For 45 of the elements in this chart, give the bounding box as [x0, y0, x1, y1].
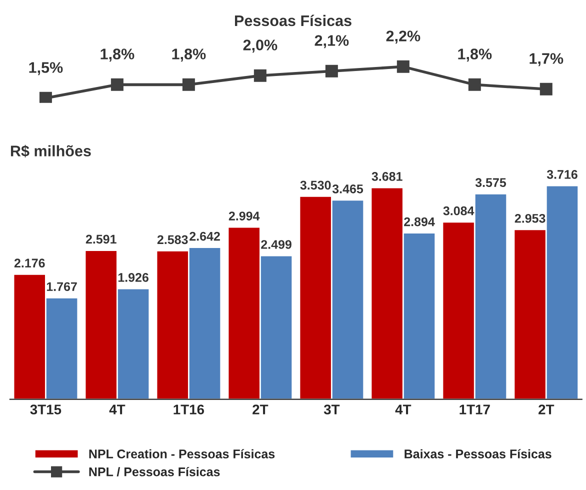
- x-tick-label: 1T16: [174, 404, 204, 414]
- data-label: 1,7%: [530, 53, 564, 66]
- legend-label: NPL / Pessoas Físicas: [89, 466, 220, 476]
- x-tick-label: 3T: [324, 404, 340, 414]
- point: [39, 92, 52, 103]
- point: [325, 64, 338, 78]
- point: [468, 78, 481, 91]
- data-label: 2,0%: [243, 40, 278, 53]
- data-label: 3.681: [372, 172, 402, 181]
- x-tick-label: 4T: [109, 404, 126, 414]
- data-label: 1.767: [46, 282, 77, 292]
- data-label: 1,8%: [458, 48, 492, 62]
- y-axis-title: R$ milhões: [10, 144, 91, 158]
- data-label: 3.465: [332, 184, 364, 194]
- x-tick-label: 1T17: [460, 404, 490, 414]
- x-tick-label: 2T: [252, 404, 268, 414]
- point: [182, 78, 195, 91]
- data-label: 2.499: [261, 240, 292, 249]
- point: [254, 69, 266, 82]
- legend-label: NPL Creation - Pessoas Físicas: [89, 449, 275, 458]
- x-tick-label: 4T: [395, 404, 412, 414]
- point: [110, 78, 124, 91]
- data-label: 2.583: [157, 235, 188, 244]
- data-label: 2.176: [14, 258, 45, 268]
- point: [396, 60, 410, 73]
- data-label: 2.591: [86, 234, 116, 244]
- chart-title: Pessoas Físicas: [234, 14, 352, 26]
- point: [540, 82, 552, 96]
- data-label: 1,8%: [100, 48, 134, 62]
- x-tick-label: 3T15: [30, 404, 62, 414]
- data-label: 1.926: [118, 273, 148, 282]
- legend-label: Baixas - Pessoas Físicas: [404, 449, 552, 458]
- x-tick-label: 2T: [538, 404, 554, 414]
- data-label: 3.530: [300, 180, 331, 190]
- data-label: 1,8%: [172, 48, 206, 62]
- data-label: 2.642: [190, 232, 220, 241]
- data-label: 3.084: [443, 206, 474, 216]
- data-label: 3.575: [475, 178, 506, 188]
- data-label: 2,1%: [314, 35, 349, 48]
- data-label: 2.894: [404, 217, 435, 226]
- data-label: 3.716: [546, 170, 578, 179]
- data-label: 2,2%: [386, 30, 420, 44]
- data-label: 2.994: [228, 212, 260, 220]
- data-label: 2.953: [514, 214, 546, 223]
- data-label: 1,5%: [29, 62, 63, 76]
